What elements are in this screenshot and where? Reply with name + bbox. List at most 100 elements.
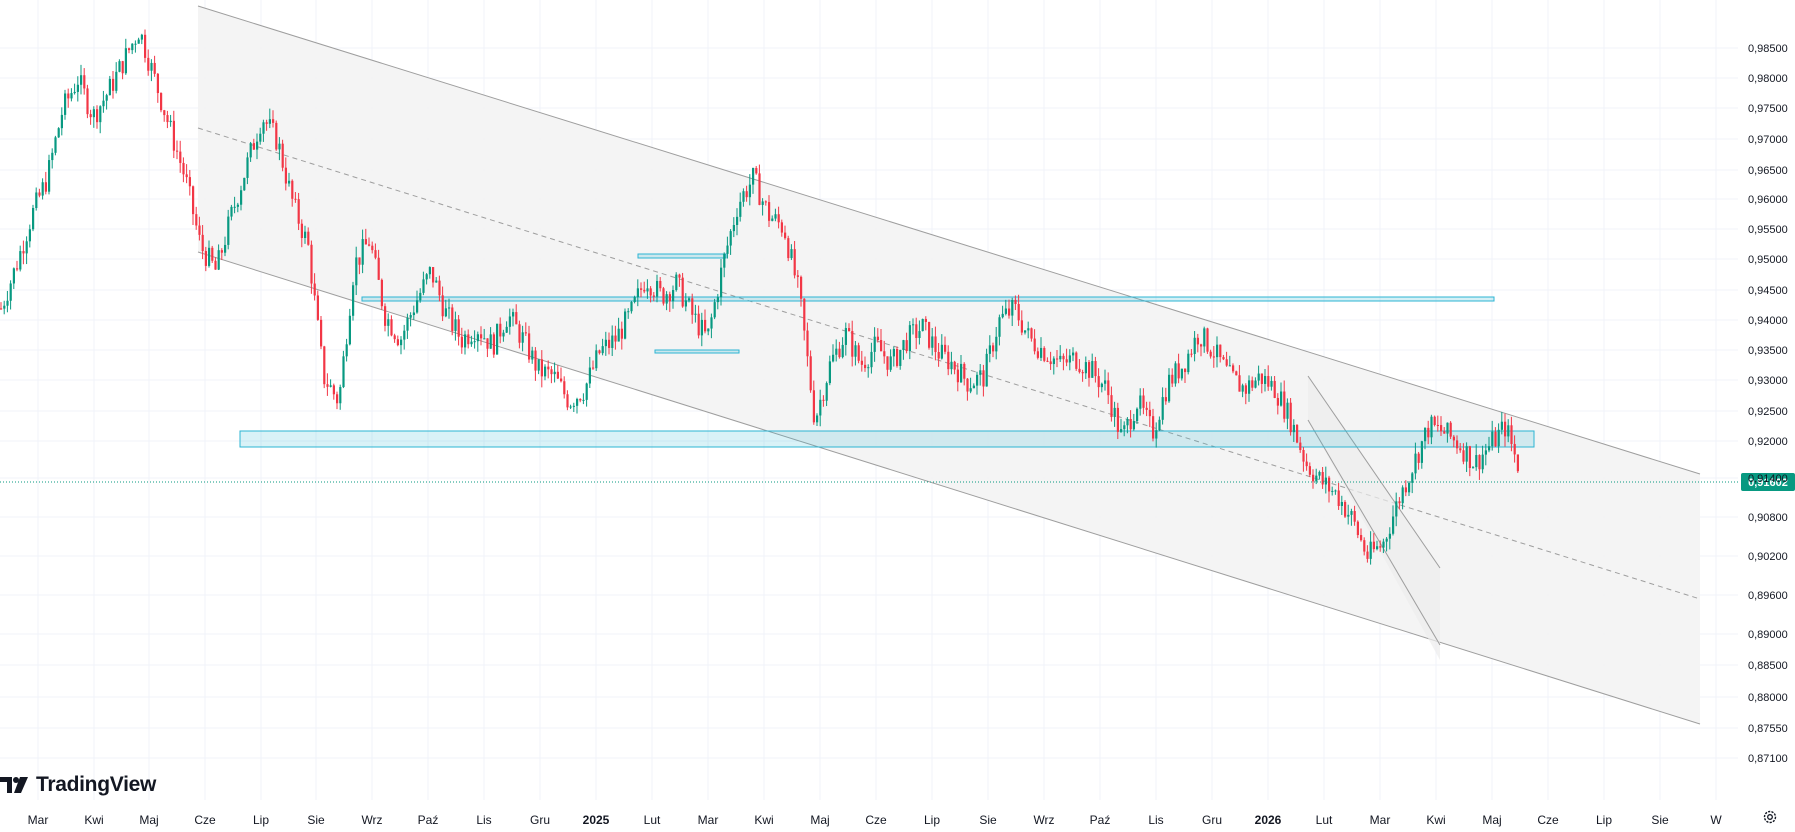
candle-body [336,394,339,404]
candle-body [41,182,44,196]
candle-body [316,295,319,320]
candle-body [636,288,639,298]
time-axis[interactable]: Mar Kwi Maj Cze Lip Sie Wrz Paź Lis Gru 2025 Lut Mar… [28,813,1723,827]
candle-body [851,330,854,357]
candle-body [1392,516,1395,534]
candle-body [838,348,841,358]
candle-body [406,317,409,331]
price-tick-label: 0,92500 [1748,406,1788,418]
candle-body [624,311,627,339]
candle-body [1446,422,1449,434]
candle-body [582,399,585,401]
candle-body [640,288,643,290]
time-tick-label: Kwi [1426,813,1445,827]
candle-body [1465,446,1468,462]
candle-body [0,308,3,310]
time-tick-label: Cze [194,813,216,827]
price-tick-label: 0,96000 [1748,194,1788,206]
candle-body [800,276,803,299]
candle-body [1449,422,1452,437]
candle-body [809,356,812,391]
gear-icon[interactable] [1762,809,1778,825]
candle-body [710,317,713,329]
candle-body [796,275,799,277]
price-tick-label: 0,97500 [1748,103,1788,115]
candle-body [204,251,207,266]
candle-body [1360,535,1363,541]
candle-body [1184,368,1187,373]
candle-body [1504,421,1507,437]
candle-body [1222,357,1225,360]
wedge-upper-line [1307,375,1441,569]
candle-body [6,300,9,306]
time-tick-label: 2025 [583,813,610,827]
candle-body [1232,365,1235,372]
candle-body [3,305,6,309]
price-axis[interactable]: 0,98500 0,98000 0,97500 0,97000 0,96500 0,960… [1748,43,1788,765]
candle-body [1088,362,1091,378]
candle-body [1315,475,1318,482]
candle-body [492,334,495,355]
time-tick-label: Cze [1537,813,1559,827]
candle-body [620,328,623,339]
candle-body [198,225,201,235]
time-tick-label: Mar [28,813,49,827]
candle-body [256,141,259,150]
candle-body [1408,482,1411,493]
candle-body [214,260,217,270]
candle-body [153,62,156,74]
candle-body [1299,442,1302,450]
candle-body [422,279,425,293]
candle-body [278,143,281,150]
candle-body [569,406,572,408]
candle-body [1417,453,1420,463]
candle-body [208,247,211,266]
candle-body [892,348,895,357]
candle-body [1267,376,1270,387]
candle-body [67,93,70,99]
candle-body [134,43,137,45]
candle-body [371,245,374,251]
candle-body [972,385,975,389]
candle-body [144,34,147,58]
candle-body [825,383,828,401]
candle-body [83,75,86,89]
candle-body [1065,359,1068,363]
candle-body [1280,391,1283,406]
candle-body [1203,328,1206,347]
candle-body [284,167,287,184]
candle-body [1289,402,1292,433]
tradingview-logo[interactable]: TradingView [0,772,156,798]
candle-body [64,93,67,115]
price-tick-label: 0,88500 [1748,660,1788,672]
candle-body [300,223,303,239]
candle-body [195,214,198,226]
candle-body [556,371,559,379]
candle-body [374,250,377,258]
candle-body [1142,395,1145,408]
candle-body [57,128,60,138]
time-tick-label: Sie [1651,813,1669,827]
candle-body [1440,425,1443,432]
candle-body [982,370,985,387]
candle-body [761,201,764,205]
candle-body [1264,376,1267,384]
tradingview-wordmark: TradingView [36,773,157,796]
candle-body [1062,355,1065,360]
candle-body [736,216,739,225]
candle-body [1276,397,1279,406]
candle-body [678,274,681,278]
candle-body [1126,418,1129,426]
time-tick-label: Lis [1148,813,1163,827]
price-tick-label: 0,89000 [1748,629,1788,641]
candle-body [9,283,12,301]
candle-body [947,351,950,370]
box-bottom [654,349,740,354]
candle-body [691,298,694,315]
candle-body [1180,368,1183,379]
candle-body [521,332,524,343]
tradingview-logo-icon [0,777,28,793]
candle-body [288,180,291,184]
time-tick-label: Mar [1370,813,1391,827]
